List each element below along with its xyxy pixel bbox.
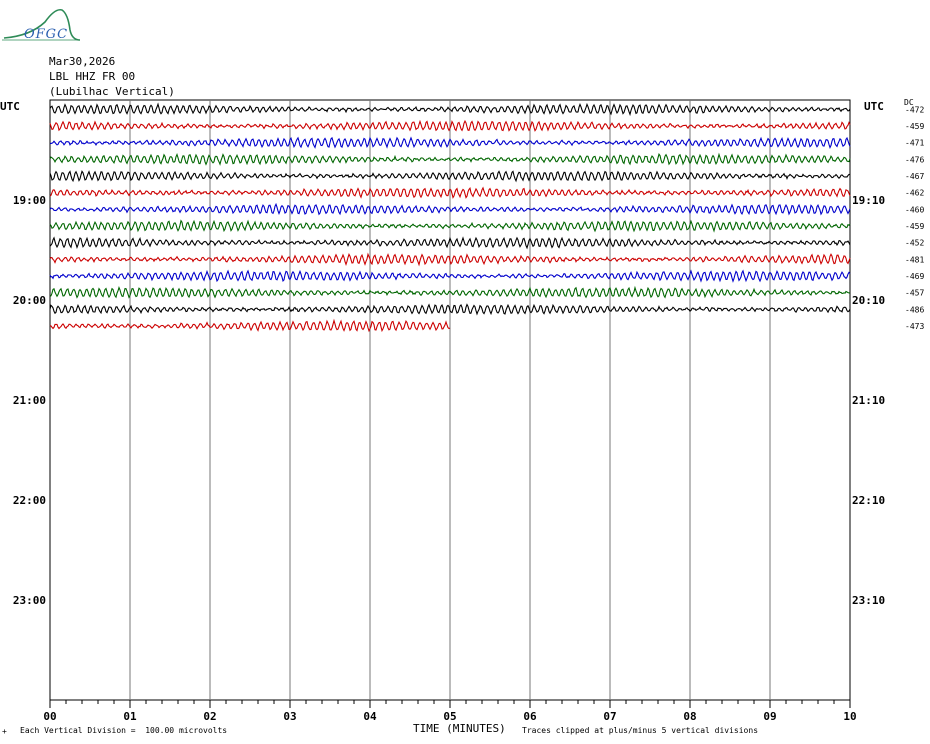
seismic-trace [49, 236, 851, 250]
date-label: Mar30,2026 [49, 55, 116, 68]
station-label: LBL HHZ FR 00 [49, 70, 136, 83]
left-hour-label: 23:00 [13, 594, 46, 607]
corner-mark: + [2, 727, 7, 736]
chart-grid [49, 99, 851, 708]
seismic-trace [49, 202, 851, 216]
dc-offset-label: -476 [905, 155, 924, 164]
dc-offset-label: -452 [905, 239, 924, 248]
right-hour-label: 22:10 [852, 494, 885, 507]
x-tick-label: 05 [443, 710, 456, 723]
seismic-trace [49, 269, 851, 283]
clip-note: Traces clipped at plus/minus 5 vertical … [522, 726, 759, 735]
x-tick-label: 00 [43, 710, 56, 723]
right-hour-label: 23:10 [852, 594, 885, 607]
seismic-trace [49, 136, 851, 149]
dc-offset-label: -467 [905, 172, 924, 181]
chart-labels: 00 01 02 03 04 05 06 07 08 09 10 19:00 20:00 21:00 22:… [13, 105, 925, 723]
seismic-trace [49, 303, 851, 316]
x-tick-label: 08 [683, 710, 696, 723]
seismic-trace [49, 186, 851, 199]
right-hour-label: 19:10 [852, 194, 885, 207]
seismic-trace [49, 219, 851, 233]
left-hour-label: 22:00 [13, 494, 46, 507]
dc-offset-label: -473 [905, 322, 924, 331]
dc-offset-label: -459 [905, 222, 924, 231]
left-hour-label: 21:00 [13, 394, 46, 407]
x-tick-label: 07 [603, 710, 616, 723]
seismic-trace [49, 152, 851, 166]
x-tick-label: 02 [203, 710, 216, 723]
logo-text: OFGC [24, 27, 69, 42]
x-tick-label: 10 [843, 710, 856, 723]
ofgc-logo: OFGC [0, 0, 81, 44]
right-hour-label: 20:10 [852, 294, 885, 307]
dc-offset-label: -469 [905, 272, 924, 281]
dc-offset-label: -481 [905, 255, 924, 264]
x-tick-label: 03 [283, 710, 296, 723]
seismic-trace [49, 318, 451, 333]
x-tick-label: 09 [763, 710, 776, 723]
location-label: (Lubilhac Vertical) [49, 85, 175, 98]
left-hour-label: 19:00 [13, 194, 46, 207]
seismic-trace [49, 285, 851, 299]
chart-traces [49, 102, 851, 333]
dc-offset-label: -486 [905, 305, 924, 314]
dc-label: DC [904, 98, 914, 107]
x-tick-label: 06 [523, 710, 537, 723]
seismic-trace [49, 102, 851, 117]
logo-hill-graphic [2, 8, 81, 41]
seismic-trace [49, 170, 851, 183]
dc-offset-label: -472 [905, 105, 924, 114]
dc-offset-label: -460 [905, 205, 924, 214]
dc-offset-label: -471 [905, 139, 924, 148]
x-axis-label: TIME (MINUTES) [413, 722, 506, 735]
right-utc-label: UTC [864, 100, 884, 113]
left-hour-label: 20:00 [13, 294, 46, 307]
x-tick-label: 04 [363, 710, 377, 723]
dc-offset-label: -462 [905, 189, 924, 198]
scale-note: Each Vertical Division = 100.00 microvol… [20, 726, 228, 735]
dc-offset-label: -457 [905, 289, 924, 298]
x-tick-label: 01 [123, 710, 137, 723]
dc-offset-label: -459 [905, 122, 924, 131]
right-hour-label: 21:10 [852, 394, 885, 407]
seismic-trace [49, 252, 851, 267]
seismic-trace [49, 119, 851, 132]
left-utc-label: UTC [0, 100, 20, 113]
